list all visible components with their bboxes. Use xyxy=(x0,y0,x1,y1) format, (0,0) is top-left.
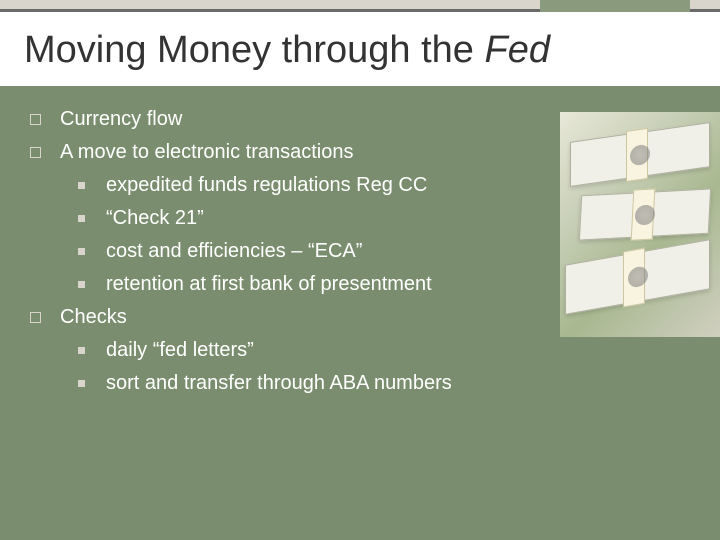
sub-list-item-text: expedited funds regulations Reg CC xyxy=(106,174,427,196)
sub-list-item-text: cost and efficiencies – “ECA” xyxy=(106,240,362,262)
title-prefix: Moving Money through the xyxy=(24,29,485,71)
sub-list-item-text: daily “fed letters” xyxy=(106,339,254,361)
money-stack-icon xyxy=(579,188,711,240)
sub-list: daily “fed letters” sort and transfer th… xyxy=(60,335,696,399)
slide-title: Moving Money through the Fed xyxy=(24,30,696,72)
top-bar-accent xyxy=(540,0,690,12)
sub-list-item: daily “fed letters” xyxy=(60,335,696,366)
title-emphasis: Fed xyxy=(485,29,550,71)
money-stack-icon xyxy=(570,122,710,187)
content-area: Currency flow A move to electronic trans… xyxy=(0,86,720,419)
money-stacks-image xyxy=(560,112,720,337)
title-area: Moving Money through the Fed xyxy=(0,12,720,86)
sub-list-item: sort and transfer through ABA numbers xyxy=(60,368,696,399)
sub-list-item-text: “Check 21” xyxy=(106,207,204,229)
list-item-text: Currency flow xyxy=(60,108,182,130)
sub-list-item-text: sort and transfer through ABA numbers xyxy=(106,372,452,394)
money-stack-icon xyxy=(565,239,710,315)
list-item-text: A move to electronic transactions xyxy=(60,141,353,163)
list-item-text: Checks xyxy=(60,306,127,328)
sub-list-item-text: retention at first bank of presentment xyxy=(106,273,432,295)
